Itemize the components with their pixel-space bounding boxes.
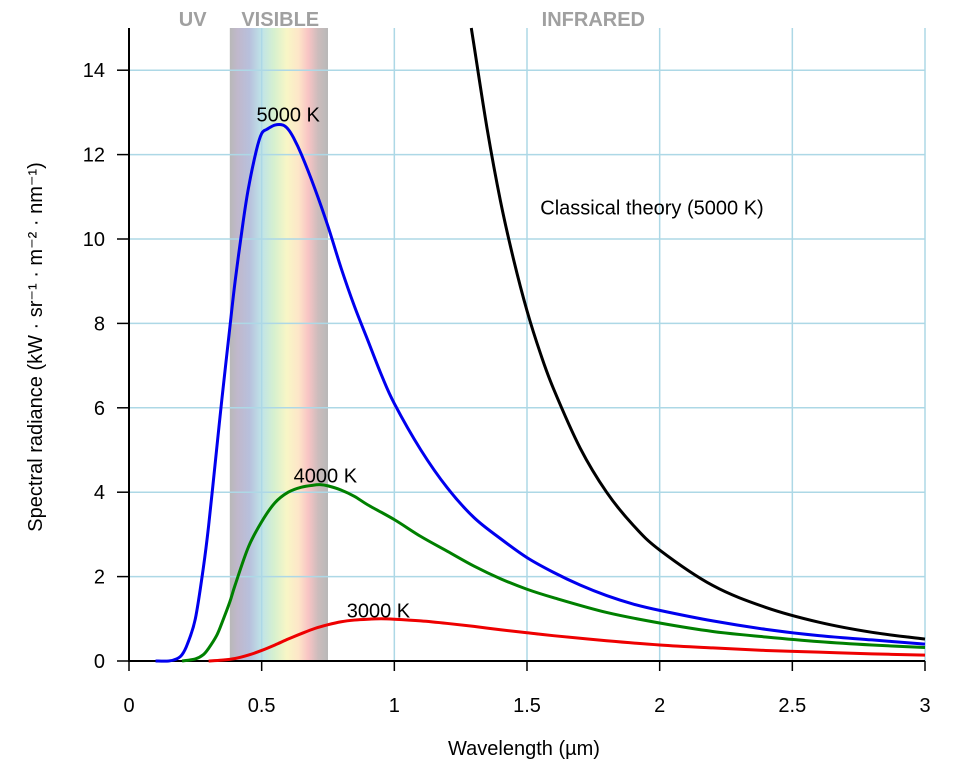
series-annotation: 4000 K bbox=[294, 465, 358, 487]
tick-labels: 0 0.5 1 1.5 2 2.5 3 0 2 4 6 8 10 12 14 bbox=[83, 60, 931, 717]
y-tick-label: 0 bbox=[94, 651, 105, 673]
region-labels: UV VISIBLE INFRARED bbox=[179, 9, 645, 31]
y-tick-label: 12 bbox=[83, 145, 105, 167]
series-line-4000-k bbox=[181, 483, 926, 663]
y-tick-label: 8 bbox=[94, 313, 105, 335]
x-tick-label: 2.5 bbox=[778, 695, 806, 717]
axes bbox=[117, 28, 926, 671]
series-line-3000-k bbox=[208, 617, 926, 663]
series-annotation: 5000 K bbox=[257, 105, 321, 127]
series-annotation: 3000 K bbox=[347, 600, 411, 622]
x-tick-label: 0 bbox=[123, 695, 134, 717]
y-axis-title: Spectral radiance (kW · sr⁻¹ · m⁻² · nm⁻… bbox=[25, 162, 47, 531]
x-tick-label: 2 bbox=[654, 695, 665, 717]
series-group bbox=[155, 27, 926, 663]
y-tick-label: 14 bbox=[83, 60, 105, 82]
series-line-5000-k bbox=[155, 123, 926, 663]
region-label-uv: UV bbox=[179, 9, 207, 31]
grid bbox=[129, 28, 926, 661]
x-tick-label: 3 bbox=[919, 695, 930, 717]
y-tick-label: 2 bbox=[94, 567, 105, 589]
y-tick-label: 10 bbox=[83, 229, 105, 251]
region-label-visible: VISIBLE bbox=[241, 9, 319, 31]
x-tick-label: 1 bbox=[389, 695, 400, 717]
region-label-infrared: INFRARED bbox=[542, 9, 645, 31]
series-annotation: Classical theory (5000 K) bbox=[540, 197, 763, 219]
y-tick-label: 4 bbox=[94, 482, 105, 504]
x-tick-label: 1.5 bbox=[513, 695, 541, 717]
x-tick-label: 0.5 bbox=[248, 695, 276, 717]
y-tick-label: 6 bbox=[94, 398, 105, 420]
series-labels: 5000 K 4000 K 3000 K Classical theory (5000… bbox=[257, 105, 764, 623]
x-axis-title: Wavelength (µm) bbox=[448, 738, 600, 760]
series-line-classical-theory-5000-k bbox=[469, 27, 926, 641]
